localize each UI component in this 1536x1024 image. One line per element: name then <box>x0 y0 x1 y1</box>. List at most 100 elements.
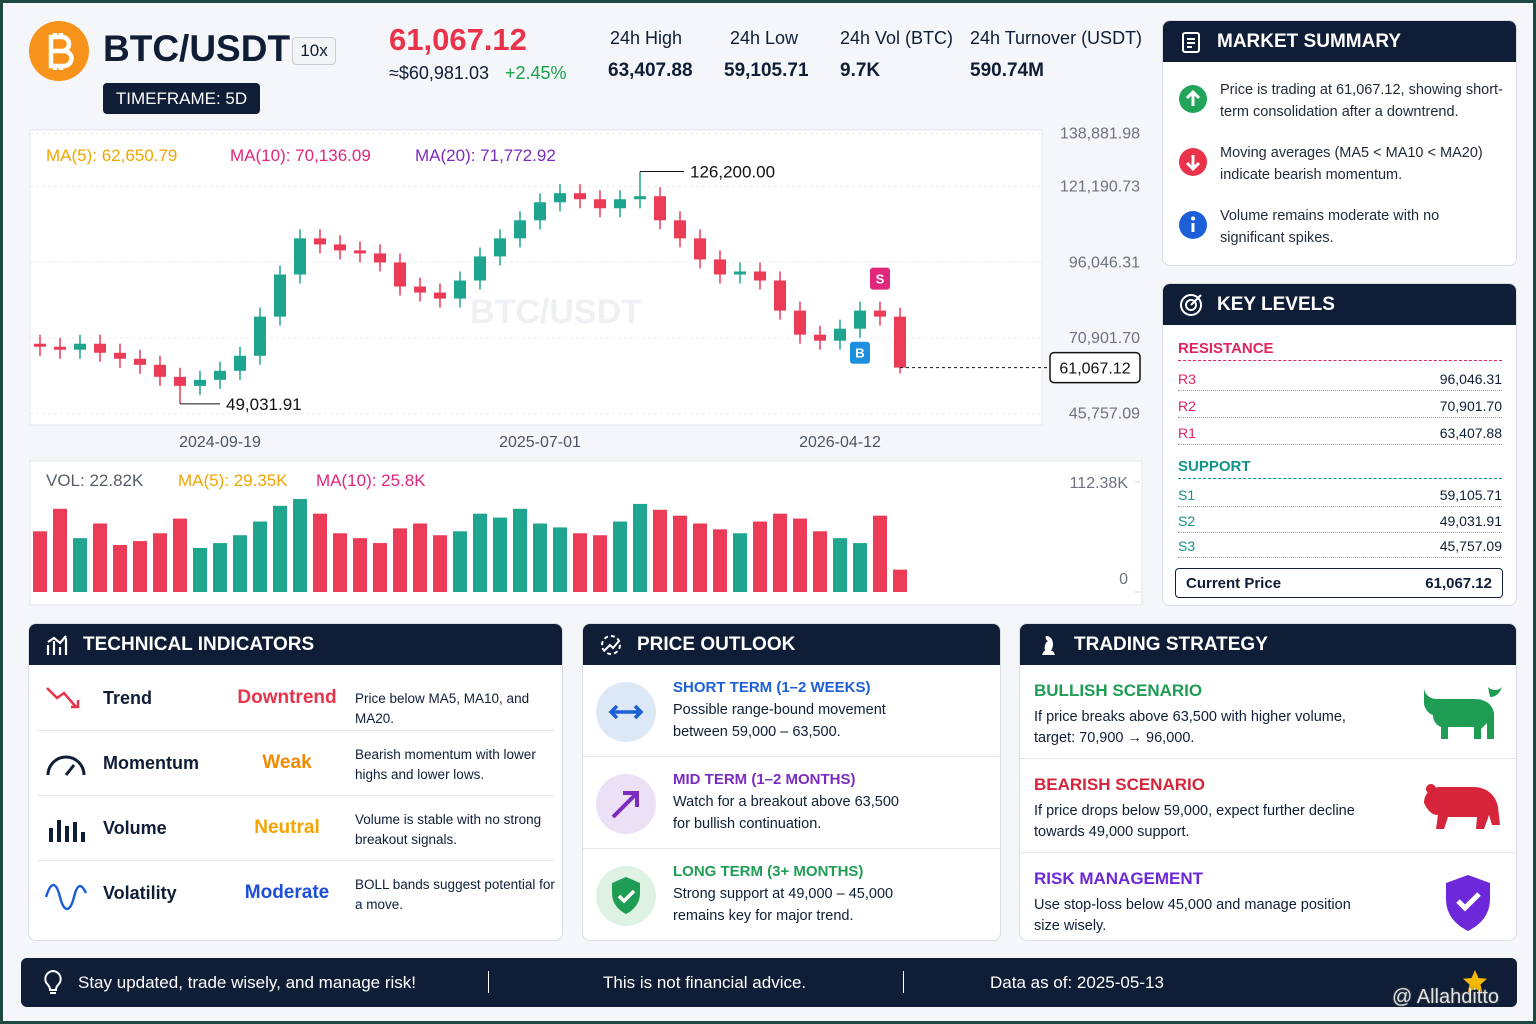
level-row: R1 63,407.88 <box>1178 421 1502 445</box>
icon-shape <box>48 33 74 70</box>
candle-body <box>834 328 846 341</box>
indicator-status: Weak <box>262 752 312 773</box>
resistance-title: RESISTANCE <box>1178 340 1502 361</box>
volume-bar <box>153 533 167 592</box>
candle-body <box>534 202 546 221</box>
outlook-heading: LONG TERM (3+ MONTHS) <box>673 863 864 880</box>
volume-bar <box>93 523 107 592</box>
volume-bar <box>453 531 467 592</box>
level-row: R2 70,901.70 <box>1178 394 1502 418</box>
stat-label: 24h High <box>610 28 683 48</box>
leverage: 10x <box>292 37 336 65</box>
candle-body <box>54 346 66 350</box>
icon-shape <box>612 877 640 914</box>
strategy-item: RISK MANAGEMENT Use stop-loss below 45,0… <box>1020 853 1516 940</box>
level-label: S1 <box>1178 486 1196 503</box>
level-value: 49,031.91 <box>1439 512 1502 529</box>
stat-label: 24h Turnover (USDT) <box>970 28 1143 48</box>
volume-bar <box>493 517 507 592</box>
volume-bar <box>733 533 747 592</box>
candle-body <box>494 238 506 257</box>
candle-body <box>154 364 166 377</box>
last-price-label: 61,067.12 <box>1059 361 1130 378</box>
level-label: S2 <box>1178 512 1196 529</box>
chart-watermark: BTC/USDT <box>470 293 642 331</box>
candle-body <box>594 199 606 209</box>
icon-shape <box>611 791 639 819</box>
outlook-text: Watch for a breakout above 63,500 for bu… <box>673 794 899 832</box>
icon-shape <box>1185 155 1201 172</box>
strategy-text: If price breaks above 63,500 with higher… <box>1034 709 1346 746</box>
volume-bar <box>233 535 247 592</box>
outlook-item: SHORT TERM (1–2 WEEKS) Possible range-bo… <box>583 665 1000 757</box>
indicator-name: Volume <box>103 818 167 838</box>
candle-body <box>314 238 326 245</box>
buy-marker-box <box>850 341 870 364</box>
candle-body <box>634 196 646 200</box>
icon-shape <box>49 820 85 842</box>
icon-shape <box>1185 89 1201 106</box>
sell-marker: S <box>876 272 885 287</box>
candle-body <box>714 259 726 275</box>
icon-shape <box>64 764 76 776</box>
volume-bar <box>793 518 807 592</box>
strategy-heading: BEARISH SCENARIO <box>1034 775 1205 794</box>
candle-body <box>234 355 246 371</box>
icon-volatility <box>44 883 88 911</box>
buy-marker: B <box>855 346 864 361</box>
icon-shape <box>1042 636 1055 655</box>
level-label: R3 <box>1178 370 1196 387</box>
decoration <box>601 635 621 655</box>
outlook-item: MID TERM (1–2 MONTHS) Watch for a breako… <box>583 757 1000 849</box>
candle-body <box>34 343 46 347</box>
candle-body <box>194 379 206 386</box>
icon <box>601 635 621 655</box>
candle-body <box>754 271 766 281</box>
icon-shape <box>608 704 644 720</box>
stat-value: 590.74M <box>970 60 1044 81</box>
key-levels-panel: KEY LEVELS RESISTANCE R3 96,046.31 R2 70,9… <box>1162 283 1517 606</box>
volume-bar <box>373 543 387 592</box>
volume-bar <box>673 515 687 592</box>
candle-body <box>254 316 266 356</box>
volume-bar <box>53 508 67 592</box>
level-row: S3 45,757.09 <box>1178 534 1502 558</box>
volume-bar <box>433 535 447 592</box>
change: +2.45% <box>505 63 567 83</box>
volume-bar <box>593 535 607 592</box>
indicator-name: Momentum <box>103 753 199 773</box>
icon <box>1042 636 1055 655</box>
icon-shape <box>44 883 88 911</box>
candle-body <box>574 193 586 200</box>
volume-bar <box>133 541 147 592</box>
indicator-status: Downtrend <box>237 687 337 708</box>
legend-entry: MA(20): 71,772.92 <box>415 146 556 165</box>
icon-shape <box>617 889 636 904</box>
volume-bar <box>893 569 907 592</box>
icon-shape <box>1187 38 1195 48</box>
current-price-box: Current Price 61,067.12 <box>1175 568 1503 598</box>
candle-body <box>474 256 486 281</box>
stat-label: 24h Low <box>730 28 799 48</box>
timeframe: TIMEFRAME: 5D <box>103 83 260 114</box>
panel-title: TRADING STRATEGY <box>1074 633 1268 655</box>
level-row: S1 59,105.71 <box>1178 483 1502 507</box>
footer-tip: Stay updated, trade wisely, and manage r… <box>78 973 416 992</box>
panel-title: TECHNICAL INDICATORS <box>83 633 315 655</box>
volume-bar <box>513 508 527 592</box>
icon-star <box>1463 970 1487 993</box>
candle-body <box>514 220 526 239</box>
footer-date: Data as of: 2025-05-13 <box>990 973 1164 992</box>
indicator-status: Neutral <box>254 817 320 838</box>
strategy-text: Use stop-loss below 45,000 and manage po… <box>1034 897 1351 934</box>
level-value: 45,757.09 <box>1439 537 1502 554</box>
x-tick-label: 2026-04-12 <box>799 434 881 451</box>
indicator-row: Trend Downtrend Price below MA5, MA10, a… <box>37 666 554 731</box>
candle-body <box>674 220 686 239</box>
volume-bar <box>73 538 87 592</box>
level-row: R3 96,046.31 <box>1178 367 1502 391</box>
strategy-text: If price drops below 59,000, expect furt… <box>1034 803 1355 840</box>
